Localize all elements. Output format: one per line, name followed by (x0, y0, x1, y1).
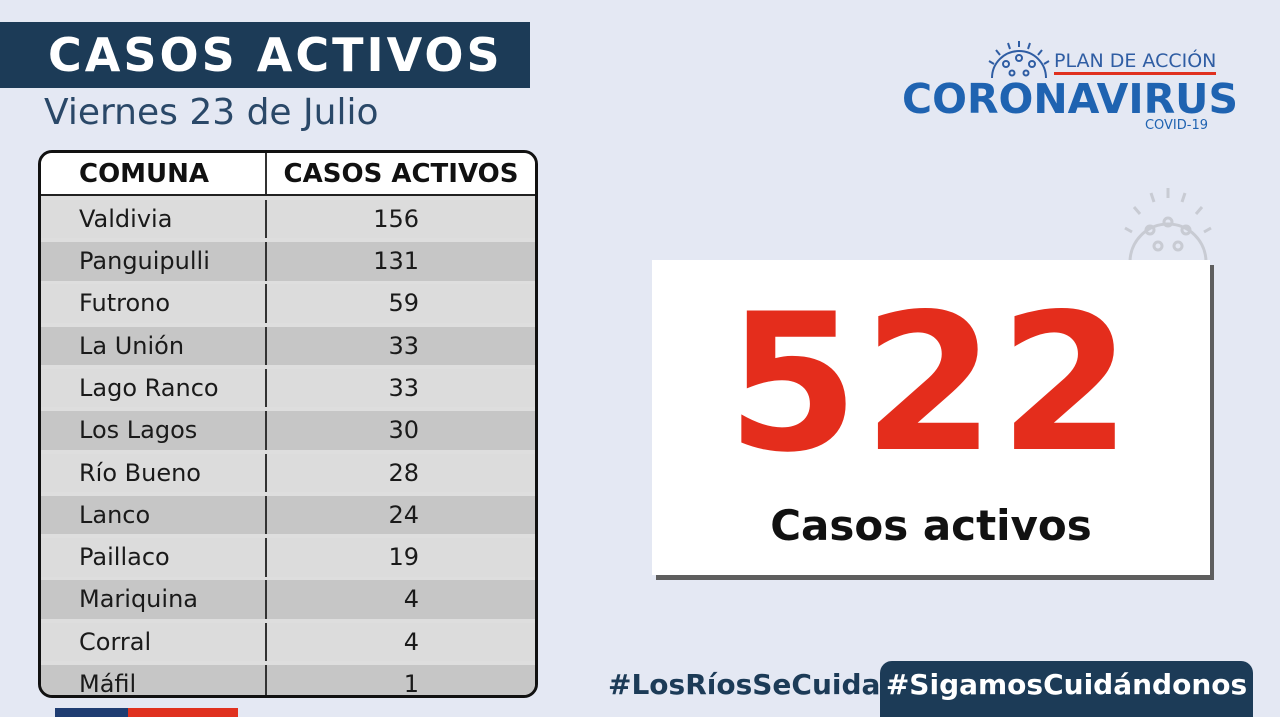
virus-icon (988, 41, 1050, 79)
cell-comuna: La Unión (41, 326, 267, 366)
table-row: Mariquina 4 (41, 580, 535, 619)
page-title: CASOS ACTIVOS (48, 28, 503, 82)
cell-comuna: Futrono (41, 284, 267, 323)
logo-plan-text: PLAN DE ACCIÓN (1054, 50, 1217, 75)
cases-table: COMUNA CASOS ACTIVOS Valdivia 156 Pangui… (38, 150, 538, 698)
cell-comuna: Lago Ranco (41, 369, 267, 408)
table-header: COMUNA CASOS ACTIVOS (41, 153, 535, 196)
cell-casos: 30 (388, 416, 419, 445)
cell-casos: 33 (388, 374, 419, 403)
cell-casos: 24 (388, 500, 419, 529)
cell-comuna: Mariquina (41, 580, 267, 619)
logo-name: CORONAVIRUS (902, 75, 1239, 123)
table-row: Lanco 24 (41, 495, 535, 535)
cell-casos: 4 (403, 627, 419, 656)
date-subtitle: Viernes 23 de Julio (44, 92, 379, 133)
total-cases-number: 522 (726, 273, 1136, 494)
cell-comuna: Valdivia (41, 199, 267, 239)
column-header-comuna: COMUNA (41, 153, 267, 194)
flag-stripe-red (128, 708, 238, 717)
virus-decoration-icon (1124, 188, 1212, 263)
cell-casos: 33 (388, 331, 419, 360)
hashtag-los-rios: #LosRíosSeCuida (608, 668, 881, 701)
coronavirus-plan-logo: PLAN DE ACCIÓN CORONAVIRUS COVID-19 (900, 40, 1238, 140)
table-row: Futrono 59 (41, 284, 535, 323)
table-row: Valdivia 156 (41, 199, 535, 239)
table-row: La Unión 33 (41, 326, 535, 366)
table-row: Río Bueno 28 (41, 453, 535, 492)
cell-comuna: Corral (41, 622, 267, 662)
hashtag-sigamos: #SigamosCuidándonos (885, 668, 1248, 701)
hashtag-banner: #SigamosCuidándonos (880, 661, 1253, 717)
title-banner (0, 22, 530, 88)
table-row: Lago Ranco 33 (41, 369, 535, 408)
flag-stripe (55, 708, 238, 717)
cell-comuna: Lanco (41, 495, 267, 535)
table-row: Máfil 1 (41, 664, 535, 698)
table-row: Corral 4 (41, 622, 535, 662)
total-cases-label: Casos activos (770, 501, 1092, 550)
cell-casos: 131 (373, 247, 419, 276)
cell-casos: 59 (388, 289, 419, 318)
cell-comuna: Paillaco (41, 538, 267, 577)
cell-casos: 1 (403, 669, 419, 698)
cell-comuna: Río Bueno (41, 453, 267, 492)
table-row: Los Lagos 30 (41, 411, 535, 450)
cell-casos: 28 (388, 458, 419, 487)
cell-casos: 19 (388, 543, 419, 572)
flag-stripe-blue (55, 708, 128, 717)
cell-comuna: Máfil (41, 664, 267, 695)
cell-comuna: Panguipulli (41, 242, 267, 281)
column-header-casos: CASOS ACTIVOS (283, 159, 519, 189)
total-cases-card: 522 Casos activos (652, 260, 1210, 575)
table-row: Panguipulli 131 (41, 242, 535, 281)
cell-casos: 156 (373, 204, 419, 233)
cell-comuna: Los Lagos (41, 411, 267, 450)
table-row: Paillaco 19 (41, 538, 535, 577)
logo-subtext: COVID-19 (1144, 118, 1208, 133)
cell-casos: 4 (403, 585, 419, 614)
